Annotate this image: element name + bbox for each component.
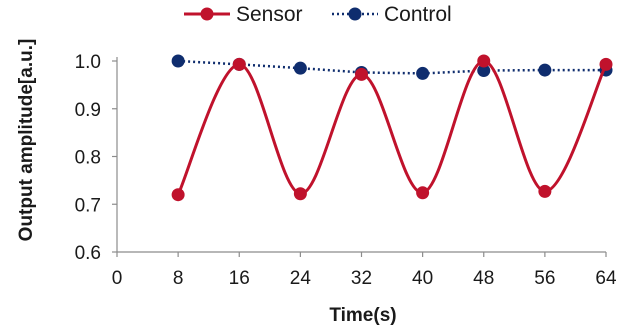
data-point-control: [171, 54, 185, 68]
series-line-control: [178, 59, 606, 75]
plot-area: [171, 54, 613, 202]
x-tick-label: 16: [229, 268, 250, 289]
axes: 0.6 0.7 0.8 0.9 1.0 0 8 16 24 32 40 48 56 64: [75, 52, 617, 289]
x-axis-title: Time(s): [329, 305, 396, 326]
x-tick-label: 32: [351, 268, 372, 289]
data-point-control: [416, 66, 430, 80]
x-tick-label: 40: [412, 268, 433, 289]
y-axis-title: Output amplitude[a.u.]: [16, 39, 37, 242]
data-point-sensor: [599, 57, 613, 71]
y-tick-label: 1.0: [75, 52, 101, 73]
y-tick-label: 0.9: [75, 100, 101, 121]
data-point-sensor: [232, 57, 246, 71]
x-tick-label: 64: [595, 268, 617, 289]
data-point-control: [538, 63, 552, 77]
x-tick-label: 0: [112, 268, 123, 289]
data-point-control: [293, 61, 307, 75]
x-tick-label: 8: [173, 268, 184, 289]
x-tick-label: 48: [473, 268, 494, 289]
legend-label-control: Control: [384, 3, 452, 26]
data-point-sensor: [538, 184, 552, 198]
data-point-sensor: [355, 67, 368, 81]
data-point-sensor: [477, 54, 491, 68]
y-tick-label: 0.6: [75, 243, 101, 264]
series-line-sensor: [176, 59, 608, 196]
data-point-control: [477, 64, 491, 78]
y-tick-label: 0.7: [75, 195, 101, 216]
y-tick-label: 0.8: [75, 148, 101, 169]
data-point-sensor: [171, 188, 185, 202]
data-point-sensor: [416, 186, 430, 200]
legend-marker-control: [348, 7, 362, 21]
legend-marker-sensor: [200, 7, 214, 21]
x-tick-label: 56: [534, 268, 555, 289]
data-point-sensor: [293, 187, 307, 201]
legend-label-sensor: Sensor: [236, 3, 303, 26]
x-tick-label: 24: [290, 268, 312, 289]
legend: Sensor Control: [184, 3, 452, 26]
